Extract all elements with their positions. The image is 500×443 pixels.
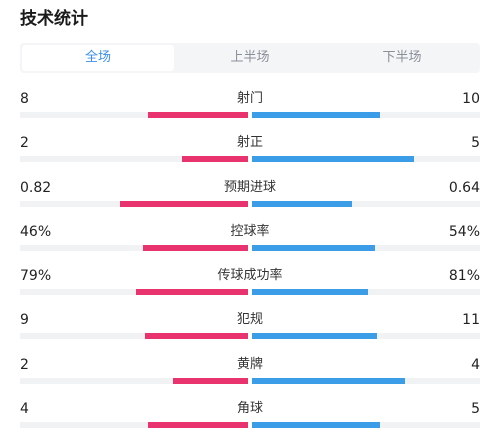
home-track (20, 422, 248, 429)
home-value: 46% (20, 223, 52, 240)
away-track (252, 422, 480, 429)
home-bar (136, 289, 248, 296)
page-title: 技术统计 (20, 9, 88, 29)
home-value: 0.82 (20, 179, 52, 196)
away-bar (252, 289, 369, 296)
away-value: 5 (471, 135, 480, 152)
away-bar (252, 422, 380, 429)
tab-full-match[interactable]: 全场 (22, 45, 174, 71)
stat-row-expected-goals: 0.82 预期进球 0.64 (20, 178, 480, 222)
away-track (252, 333, 480, 340)
away-value: 0.64 (448, 179, 480, 196)
stats-list: 8 射门 10 2 射正 5 0.82 预期进球 0.64 46% 控球率 54… (20, 89, 480, 443)
home-track (20, 112, 248, 118)
away-bar (252, 244, 376, 251)
stat-label: 射门 (236, 91, 263, 106)
away-bar (252, 333, 378, 340)
tab-second-half[interactable]: 下半场 (382, 50, 422, 65)
home-bar (145, 333, 248, 340)
away-bar (252, 156, 414, 163)
home-bar (147, 112, 248, 118)
home-bar (147, 422, 248, 429)
stat-label: 角球 (236, 401, 263, 417)
away-bar (252, 200, 353, 207)
home-track (20, 289, 248, 296)
away-track (252, 377, 480, 384)
home-track (20, 377, 248, 384)
stat-row-shots: 8 射门 10 (20, 89, 480, 133)
away-bar (252, 377, 405, 384)
away-value: 54% (448, 223, 480, 240)
away-track (252, 200, 480, 207)
away-track (252, 244, 480, 251)
home-value: 4 (20, 401, 29, 418)
home-track (20, 333, 248, 340)
stat-label: 预期进球 (223, 179, 276, 195)
home-value: 8 (20, 91, 29, 107)
home-bar (181, 156, 248, 163)
home-value: 9 (20, 312, 29, 329)
away-value: 5 (471, 401, 480, 418)
home-value: 2 (20, 356, 29, 373)
away-track (252, 289, 480, 296)
period-tabs: 全场 上半场 下半场 (20, 43, 480, 73)
home-track (20, 156, 248, 163)
away-value: 10 (462, 91, 480, 107)
away-value: 4 (471, 356, 480, 373)
home-bar (172, 377, 248, 384)
away-value: 81% (448, 268, 480, 285)
stat-label: 传球成功率 (217, 268, 283, 284)
stat-row-fouls: 9 犯规 11 (20, 310, 480, 354)
home-track (20, 244, 248, 251)
home-bar (120, 200, 248, 207)
stat-label: 射正 (236, 135, 263, 151)
home-value: 2 (20, 135, 29, 152)
stat-label: 犯规 (236, 312, 263, 328)
away-value: 11 (462, 312, 480, 329)
tab-first-half[interactable]: 上半场 (230, 50, 270, 65)
stat-row-corners: 4 角球 5 (20, 399, 480, 443)
stat-label: 黄牌 (236, 356, 263, 372)
home-track (20, 200, 248, 207)
stat-label: 控球率 (230, 223, 270, 239)
stat-row-pass-accuracy: 79% 传球成功率 81% (20, 266, 480, 310)
stat-row-shots-on-target: 2 射正 5 (20, 133, 480, 177)
away-track (252, 156, 480, 163)
stat-row-yellow-cards: 2 黄牌 4 (20, 355, 480, 399)
stat-row-possession: 46% 控球率 54% (20, 222, 480, 266)
home-value: 79% (20, 268, 52, 285)
away-track (252, 112, 480, 118)
home-bar (143, 244, 248, 251)
away-bar (252, 112, 380, 118)
